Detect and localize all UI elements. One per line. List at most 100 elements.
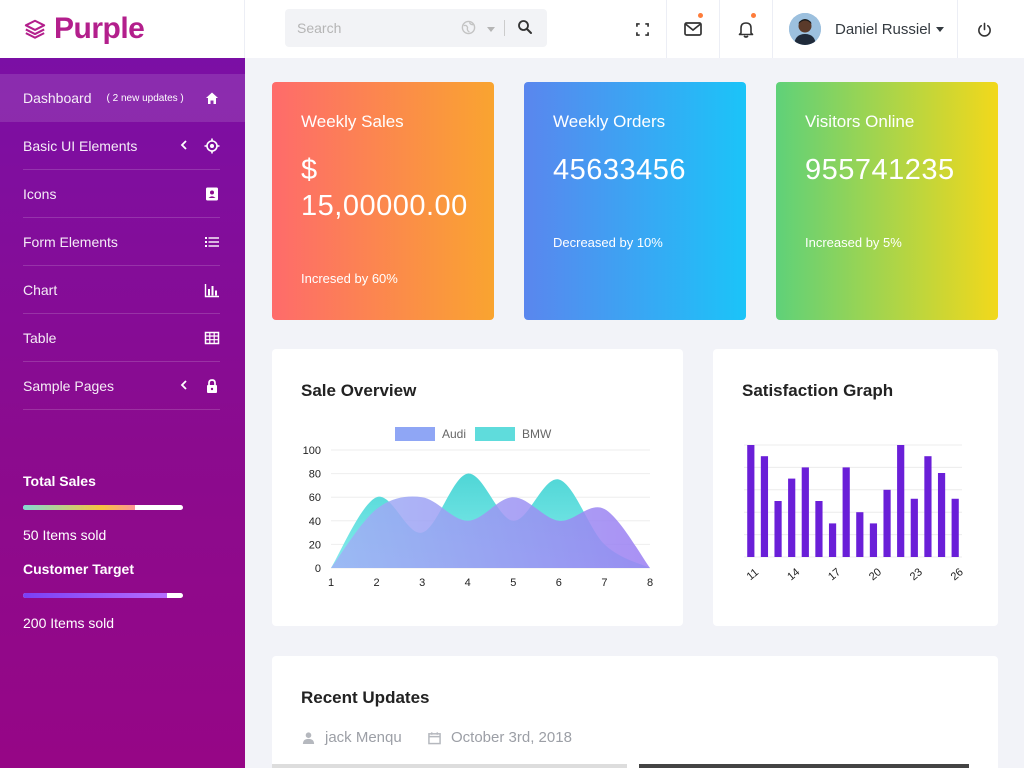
bar-11 [747,445,755,557]
satisfaction-chart: 11 14 17 20 23 26 [744,444,966,583]
bar-17 [828,523,837,557]
progress-fill [23,593,167,598]
layers-icon [24,19,46,39]
globe-icon[interactable] [461,20,476,35]
progress-fill [23,505,135,510]
search-input[interactable] [285,20,455,36]
x-tick-label: 5 [510,577,516,589]
notifications-button[interactable] [725,0,767,58]
series-area-audi [331,496,650,568]
sidebar-item-chart[interactable]: Chart [23,266,220,314]
list-icon [205,237,219,247]
search-divider [504,20,505,36]
avatar [789,13,821,45]
sidebar-item-label: Dashboard [23,90,92,106]
y-tick-label: 60 [309,492,321,504]
legend-swatch [475,427,515,441]
sidebar-item-sample-pages[interactable]: Sample Pages [23,362,220,410]
sidebar-item-label: Icons [23,185,57,202]
satisfaction-card: Satisfaction Graph 11 14 17 20 23 26 [713,349,998,626]
topbar-divider [957,0,958,58]
recent-updates-card: Recent Updates [272,656,998,768]
messages-button[interactable] [672,0,714,58]
user-menu[interactable]: Daniel Russiel [789,0,949,58]
search-box [285,9,547,47]
topbar-divider [666,0,667,58]
bar-19 [856,512,864,557]
card-footer: Increased by 5% [805,235,902,250]
chevron-left-icon [180,140,187,150]
user-icon [302,731,315,744]
topbar-divider [772,0,773,58]
sidebar-item-forms[interactable]: Form Elements [23,218,220,266]
card-value: 45633456 [553,154,687,186]
y-tick-label: 40 [309,516,321,528]
bar-18 [842,467,850,557]
table-icon [204,331,220,345]
brand[interactable]: Purple [0,0,245,58]
chevron-down-icon[interactable] [487,27,495,32]
sidebar-item-dashboard[interactable]: Dashboard ( 2 new updates ) [0,74,245,122]
visitors-online-card: Visitors Online 955741235 Increased by 5… [776,82,998,320]
top-navbar: Purple [0,0,1024,58]
update-image[interactable] [272,764,627,768]
weekly-orders-card: Weekly Orders 45633456 Decreased by 10% [524,82,746,320]
y-tick-label: 0 [315,563,321,575]
bar-25 [937,473,946,557]
power-icon [977,22,991,37]
crosshairs-icon [204,138,220,154]
x-tick-label: 4 [465,577,471,589]
total-sales-progress [23,505,183,510]
date-text: October 3rd, 2018 [451,729,572,746]
x-tick-label: 3 [419,577,425,589]
x-tick-label: 14 [785,566,802,583]
sidebar-item-table[interactable]: Table [23,314,220,362]
sidebar-item-label: Chart [23,281,58,298]
card-title: Visitors Online [805,112,915,131]
user-name: Daniel Russiel [835,20,931,38]
y-tick-label: 20 [309,539,321,551]
x-tick-label: 2 [374,577,380,589]
brand-name: Purple [54,12,145,45]
home-icon [206,92,218,104]
sidebar-item-label: Table [23,329,57,346]
bar-chart-icon [204,284,219,298]
mail-icon [684,22,702,36]
card-footer: Incresed by 60% [301,271,398,286]
sale-overview-card: Sale Overview 0 20 40 60 80 100 1 2 3 4 5 6 7 8 Audi BM… [272,349,683,626]
fullscreen-button[interactable] [622,0,662,58]
customer-target-progress [23,593,183,598]
total-sales-title: Total Sales [23,473,96,489]
update-date: October 3rd, 2018 [428,729,572,746]
bar-22 [897,445,905,557]
notification-dot [698,13,703,18]
x-tick-label: 17 [826,566,843,583]
bell-icon [738,22,754,38]
bar-12 [760,456,769,557]
customer-target-title: Customer Target [23,561,134,577]
card-value: $ 15,00000.00 [301,154,468,222]
search-icon[interactable] [517,19,533,35]
card-footer: Decreased by 10% [553,235,663,250]
y-tick-label: 80 [309,469,321,481]
x-tick-label: 11 [745,566,761,583]
update-image[interactable] [639,764,969,768]
sale-overview-title: Sale Overview [301,381,417,400]
calendar-icon [428,731,441,744]
satisfaction-title: Satisfaction Graph [742,381,894,400]
weekly-sales-card: Weekly Sales $ 15,00000.00 Incresed by 6… [272,82,494,320]
sidebar-item-basic-ui[interactable]: Basic UI Elements [23,122,220,170]
x-tick-label: 1 [328,577,334,589]
bar-21 [883,489,891,557]
sidebar-item-label: Form Elements [23,233,118,250]
author-name: jack Menqu [325,729,402,746]
bar-13 [774,501,782,557]
logout-button[interactable] [963,0,1005,58]
sidebar-item-label: Basic UI Elements [23,137,138,154]
contacts-icon [206,187,218,201]
x-tick-label: 7 [601,577,607,589]
sidebar-item-icons[interactable]: Icons [23,170,220,218]
x-tick-label: 23 [908,566,925,583]
bar-20 [869,523,878,557]
lock-icon [207,379,217,393]
